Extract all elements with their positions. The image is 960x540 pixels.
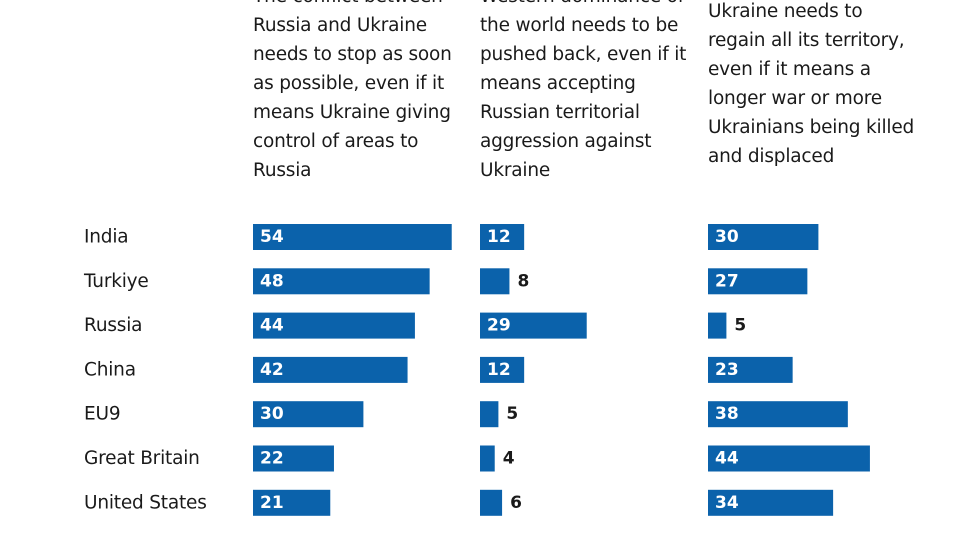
data-label: 34 xyxy=(715,493,739,513)
column-header-line: as possible, even if it xyxy=(253,73,445,94)
category-label: United States xyxy=(84,492,207,513)
category-label: Great Britain xyxy=(84,448,200,469)
category-label: Turkiye xyxy=(83,271,149,292)
column-header-line: and displaced xyxy=(708,146,835,167)
data-label: 6 xyxy=(510,493,522,513)
data-label: 12 xyxy=(487,360,511,380)
data-label: 8 xyxy=(517,271,529,291)
bar xyxy=(708,445,870,472)
bar xyxy=(253,401,364,428)
column-header-line: means Ukraine giving xyxy=(253,102,451,123)
bar xyxy=(708,401,848,428)
bar xyxy=(253,312,415,339)
column-header-2: Western dominance of the world needs to b… xyxy=(480,0,686,185)
data-label: 42 xyxy=(260,360,284,380)
column-header-1: The conflict between Russia and Ukraine ne… xyxy=(253,0,452,185)
column-header-line: longer war or more xyxy=(708,88,882,109)
data-label: 48 xyxy=(260,271,284,291)
data-label: 54 xyxy=(260,227,284,247)
data-label: 5 xyxy=(506,404,518,424)
bar xyxy=(708,356,793,383)
bar xyxy=(708,312,727,339)
bar xyxy=(708,489,834,516)
category-label: Russia xyxy=(84,315,142,336)
column-header-line: Russia and Ukraine xyxy=(253,15,427,36)
column-header-line: the world needs to be xyxy=(480,15,679,36)
data-label: 30 xyxy=(715,227,739,247)
bar xyxy=(708,268,808,295)
data-label: 22 xyxy=(260,449,284,469)
column-header-line: control of areas to xyxy=(253,131,419,152)
data-label: 38 xyxy=(715,404,739,424)
bar xyxy=(480,356,525,383)
data-label: 44 xyxy=(260,316,284,336)
bar xyxy=(253,445,334,472)
column-header-line: Ukraine needs to xyxy=(708,1,863,22)
column-header-3: Ukraine needs to regain all its territory… xyxy=(708,0,914,171)
data-label: 27 xyxy=(715,271,739,291)
column-header-line: regain all its territory, xyxy=(708,30,905,51)
bar xyxy=(480,401,499,428)
data-label: 21 xyxy=(260,493,284,513)
bar xyxy=(253,356,408,383)
column-header-line: The conflict between xyxy=(253,0,452,11)
data-label: 12 xyxy=(487,227,511,247)
column-header-line: Russian territorial xyxy=(480,102,640,123)
bar xyxy=(708,224,819,250)
bar xyxy=(253,224,452,250)
bar xyxy=(480,489,503,516)
data-label: 4 xyxy=(503,449,515,469)
column-header-line: Ukrainians being killed xyxy=(708,117,915,138)
column-header-line: means accepting xyxy=(480,73,636,94)
column-header-line: aggression against xyxy=(480,131,652,152)
column-header-line: pushed back, even if it xyxy=(480,44,687,65)
column-header-line: Ukraine xyxy=(480,160,551,181)
data-label: 44 xyxy=(715,449,739,469)
bar xyxy=(253,268,430,295)
data-label: 5 xyxy=(734,316,746,336)
category-label: China xyxy=(84,359,136,380)
column-header-line: Russia xyxy=(253,160,312,181)
column-header-line: needs to stop as soon xyxy=(253,44,452,65)
bar xyxy=(253,489,331,516)
column-header-line: Western dominance of xyxy=(480,0,686,11)
bar xyxy=(480,224,525,250)
data-label: 23 xyxy=(715,360,739,380)
bar xyxy=(480,312,587,339)
category-label: India xyxy=(84,227,128,248)
bar xyxy=(480,445,495,472)
data-label: 30 xyxy=(260,404,284,424)
bar xyxy=(480,268,510,295)
column-header-line: even if it means a xyxy=(708,59,871,80)
data-label: 29 xyxy=(487,316,511,336)
category-label: EU9 xyxy=(84,404,120,425)
